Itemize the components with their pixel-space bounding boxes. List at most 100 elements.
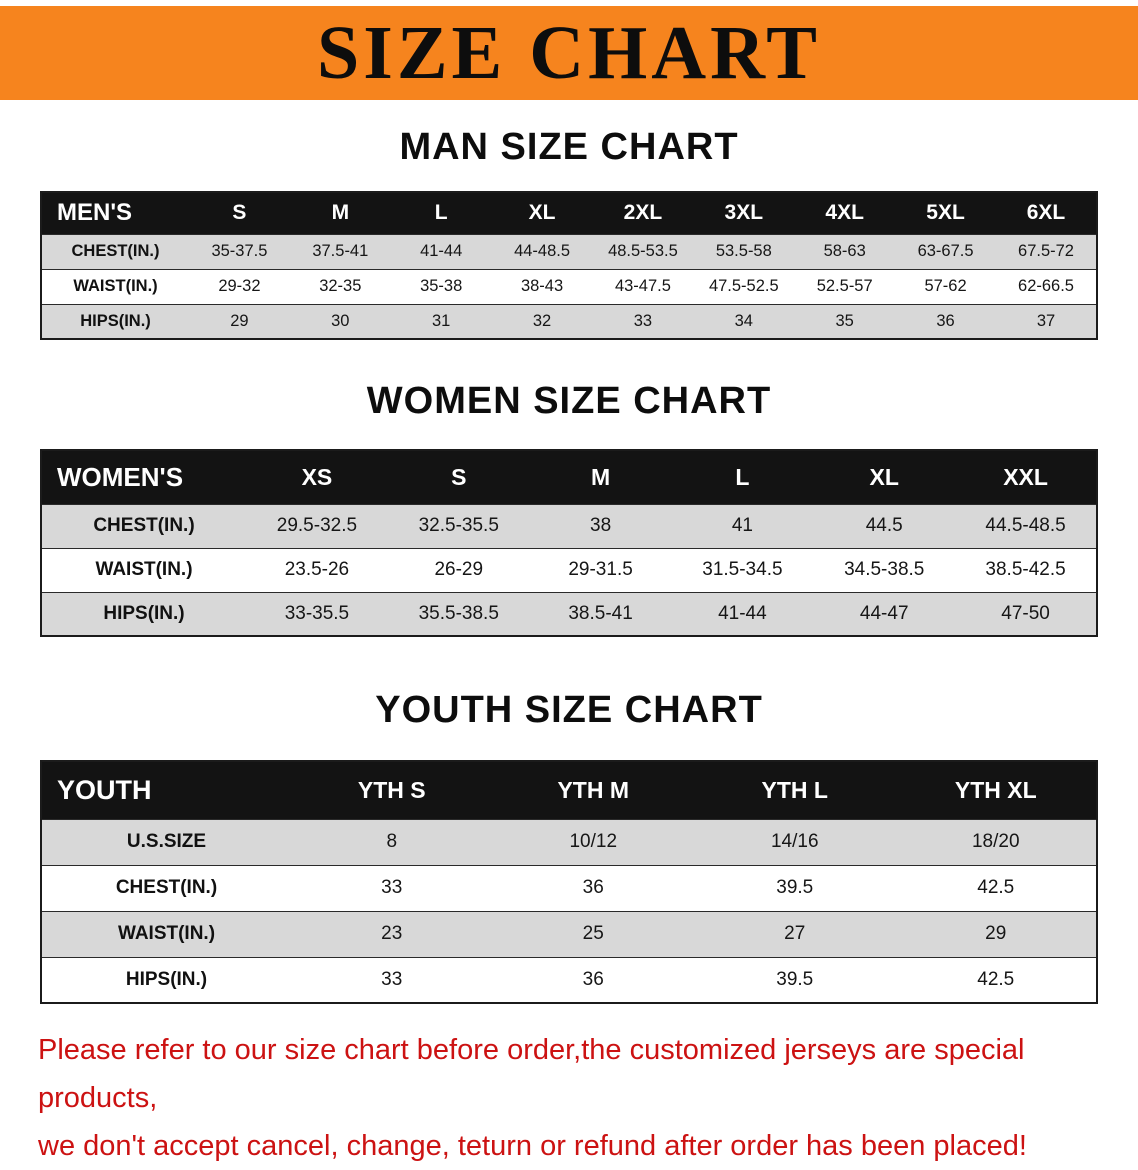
men-size-table: MEN'S S M L XL 2XL 3XL 4XL 5XL 6XL CHEST(IN.) 35-37…	[40, 191, 1098, 340]
table-header-row: WOMEN'S XS S M L XL XXL	[41, 449, 1097, 504]
measurement-value-cell: 57-62	[895, 268, 996, 304]
table-row: U.S.SIZE 8 10/12 14/16 18/20	[41, 818, 1097, 865]
measurement-value-cell: 44-47	[813, 591, 956, 636]
measurement-value-cell: 44.5-48.5	[955, 503, 1097, 548]
table-row: WAIST(IN.) 23 25 27 29	[41, 910, 1097, 957]
size-header-cell: YTH S	[291, 760, 493, 819]
size-header-cell: 4XL	[794, 191, 896, 234]
measurement-value-cell: 36	[895, 303, 996, 339]
measurement-value-cell: 36	[492, 864, 694, 911]
size-header-cell: 6XL	[996, 191, 1097, 234]
measurement-value-cell: 67.5-72	[996, 233, 1097, 269]
banner-title: SIZE CHART	[316, 11, 821, 95]
men-section-heading: MAN SIZE CHART	[399, 126, 739, 168]
measurement-value-cell: 33	[592, 303, 694, 339]
measurement-value-cell: 41-44	[390, 233, 492, 269]
measurement-label-cell: HIPS(IN.)	[41, 303, 189, 339]
measurement-value-cell: 41-44	[671, 591, 814, 636]
measurement-value-cell: 38-43	[491, 268, 593, 304]
measurement-value-cell: 43-47.5	[592, 268, 694, 304]
table-title-cell: YOUTH	[41, 760, 291, 819]
measurement-value-cell: 35-37.5	[189, 233, 290, 269]
measurement-value-cell: 63-67.5	[895, 233, 996, 269]
size-header-cell: M	[289, 191, 391, 234]
measurement-value-cell: 38.5-42.5	[955, 547, 1097, 592]
women-section-heading: WOMEN SIZE CHART	[366, 380, 772, 422]
table-row: CHEST(IN.) 33 36 39.5 42.5	[41, 864, 1097, 911]
measurement-value-cell: 29	[895, 910, 1097, 957]
size-header-cell: YTH L	[694, 760, 896, 819]
measurement-value-cell: 38	[529, 503, 672, 548]
men-size-section: MAN SIZE CHART MEN'S S M L XL 2XL 3XL 4XL 5XL 6XL…	[0, 126, 1138, 340]
measurement-value-cell: 34	[693, 303, 795, 339]
size-header-cell: 3XL	[693, 191, 795, 234]
measurement-value-cell: 44.5	[813, 503, 956, 548]
measurement-label-cell: HIPS(IN.)	[41, 591, 246, 636]
measurement-value-cell: 23	[291, 910, 493, 957]
size-header-cell: S	[387, 449, 530, 504]
measurement-label-cell: U.S.SIZE	[41, 818, 291, 865]
measurement-value-cell: 48.5-53.5	[592, 233, 694, 269]
size-header-cell: 2XL	[592, 191, 694, 234]
measurement-value-cell: 38.5-41	[529, 591, 672, 636]
measurement-value-cell: 44-48.5	[491, 233, 593, 269]
size-header-cell: XXL	[955, 449, 1097, 504]
measurement-value-cell: 23.5-26	[246, 547, 388, 592]
measurement-value-cell: 41	[671, 503, 814, 548]
table-row: WAIST(IN.) 29-32 32-35 35-38 38-43 43-47.5 47.…	[41, 268, 1097, 304]
measurement-value-cell: 32	[491, 303, 593, 339]
table-header-row: MEN'S S M L XL 2XL 3XL 4XL 5XL 6XL	[41, 191, 1097, 234]
measurement-value-cell: 39.5	[694, 956, 896, 1003]
size-header-cell: S	[189, 191, 290, 234]
measurement-value-cell: 31	[390, 303, 492, 339]
size-chart-banner: SIZE CHART	[0, 6, 1138, 100]
measurement-value-cell: 32.5-35.5	[387, 503, 530, 548]
youth-section-heading: YOUTH SIZE CHART	[375, 689, 763, 731]
measurement-value-cell: 58-63	[794, 233, 896, 269]
measurement-value-cell: 33	[291, 956, 493, 1003]
measurement-value-cell: 52.5-57	[794, 268, 896, 304]
measurement-value-cell: 29-31.5	[529, 547, 672, 592]
table-header-row: YOUTH YTH S YTH M YTH L YTH XL	[41, 760, 1097, 819]
measurement-value-cell: 34.5-38.5	[813, 547, 956, 592]
size-header-cell: M	[529, 449, 672, 504]
measurement-value-cell: 39.5	[694, 864, 896, 911]
measurement-value-cell: 53.5-58	[693, 233, 795, 269]
measurement-value-cell: 25	[492, 910, 694, 957]
measurement-label-cell: WAIST(IN.)	[41, 910, 291, 957]
table-row: CHEST(IN.) 29.5-32.5 32.5-35.5 38 41 44.5 44.5…	[41, 503, 1097, 548]
size-header-cell: YTH M	[492, 760, 694, 819]
measurement-value-cell: 14/16	[694, 818, 896, 865]
measurement-value-cell: 31.5-34.5	[671, 547, 814, 592]
disclaimer-line-1: Please refer to our size chart before or…	[38, 1034, 1025, 1114]
measurement-value-cell: 27	[694, 910, 896, 957]
size-header-cell: 5XL	[895, 191, 996, 234]
measurement-value-cell: 30	[289, 303, 391, 339]
size-header-cell: L	[671, 449, 814, 504]
measurement-value-cell: 18/20	[895, 818, 1097, 865]
measurement-value-cell: 42.5	[895, 956, 1097, 1003]
measurement-label-cell: CHEST(IN.)	[41, 233, 189, 269]
measurement-value-cell: 37	[996, 303, 1097, 339]
table-row: HIPS(IN.) 29 30 31 32 33 34 35 36 37	[41, 303, 1097, 339]
women-size-table: WOMEN'S XS S M L XL XXL CHEST(IN.) 29.5-32.5 32.5…	[40, 449, 1098, 637]
measurement-value-cell: 37.5-41	[289, 233, 391, 269]
table-row: CHEST(IN.) 35-37.5 37.5-41 41-44 44-48.5 48.5…	[41, 233, 1097, 269]
measurement-value-cell: 47.5-52.5	[693, 268, 795, 304]
measurement-value-cell: 33	[291, 864, 493, 911]
measurement-label-cell: WAIST(IN.)	[41, 268, 189, 304]
table-title-cell: MEN'S	[41, 191, 189, 234]
measurement-value-cell: 35	[794, 303, 896, 339]
measurement-value-cell: 10/12	[492, 818, 694, 865]
table-title-cell: WOMEN'S	[41, 449, 246, 504]
measurement-value-cell: 35.5-38.5	[387, 591, 530, 636]
disclaimer-line-2: we don't accept cancel, change, teturn o…	[38, 1130, 1027, 1162]
measurement-value-cell: 32-35	[289, 268, 391, 304]
size-header-cell: L	[390, 191, 492, 234]
table-row: HIPS(IN.) 33-35.5 35.5-38.5 38.5-41 41-44 44-…	[41, 591, 1097, 636]
measurement-value-cell: 26-29	[387, 547, 530, 592]
measurement-value-cell: 42.5	[895, 864, 1097, 911]
measurement-label-cell: CHEST(IN.)	[41, 864, 291, 911]
measurement-label-cell: HIPS(IN.)	[41, 956, 291, 1003]
women-size-section: WOMEN SIZE CHART WOMEN'S XS S M L XL XXL CHEST(…	[0, 380, 1138, 637]
